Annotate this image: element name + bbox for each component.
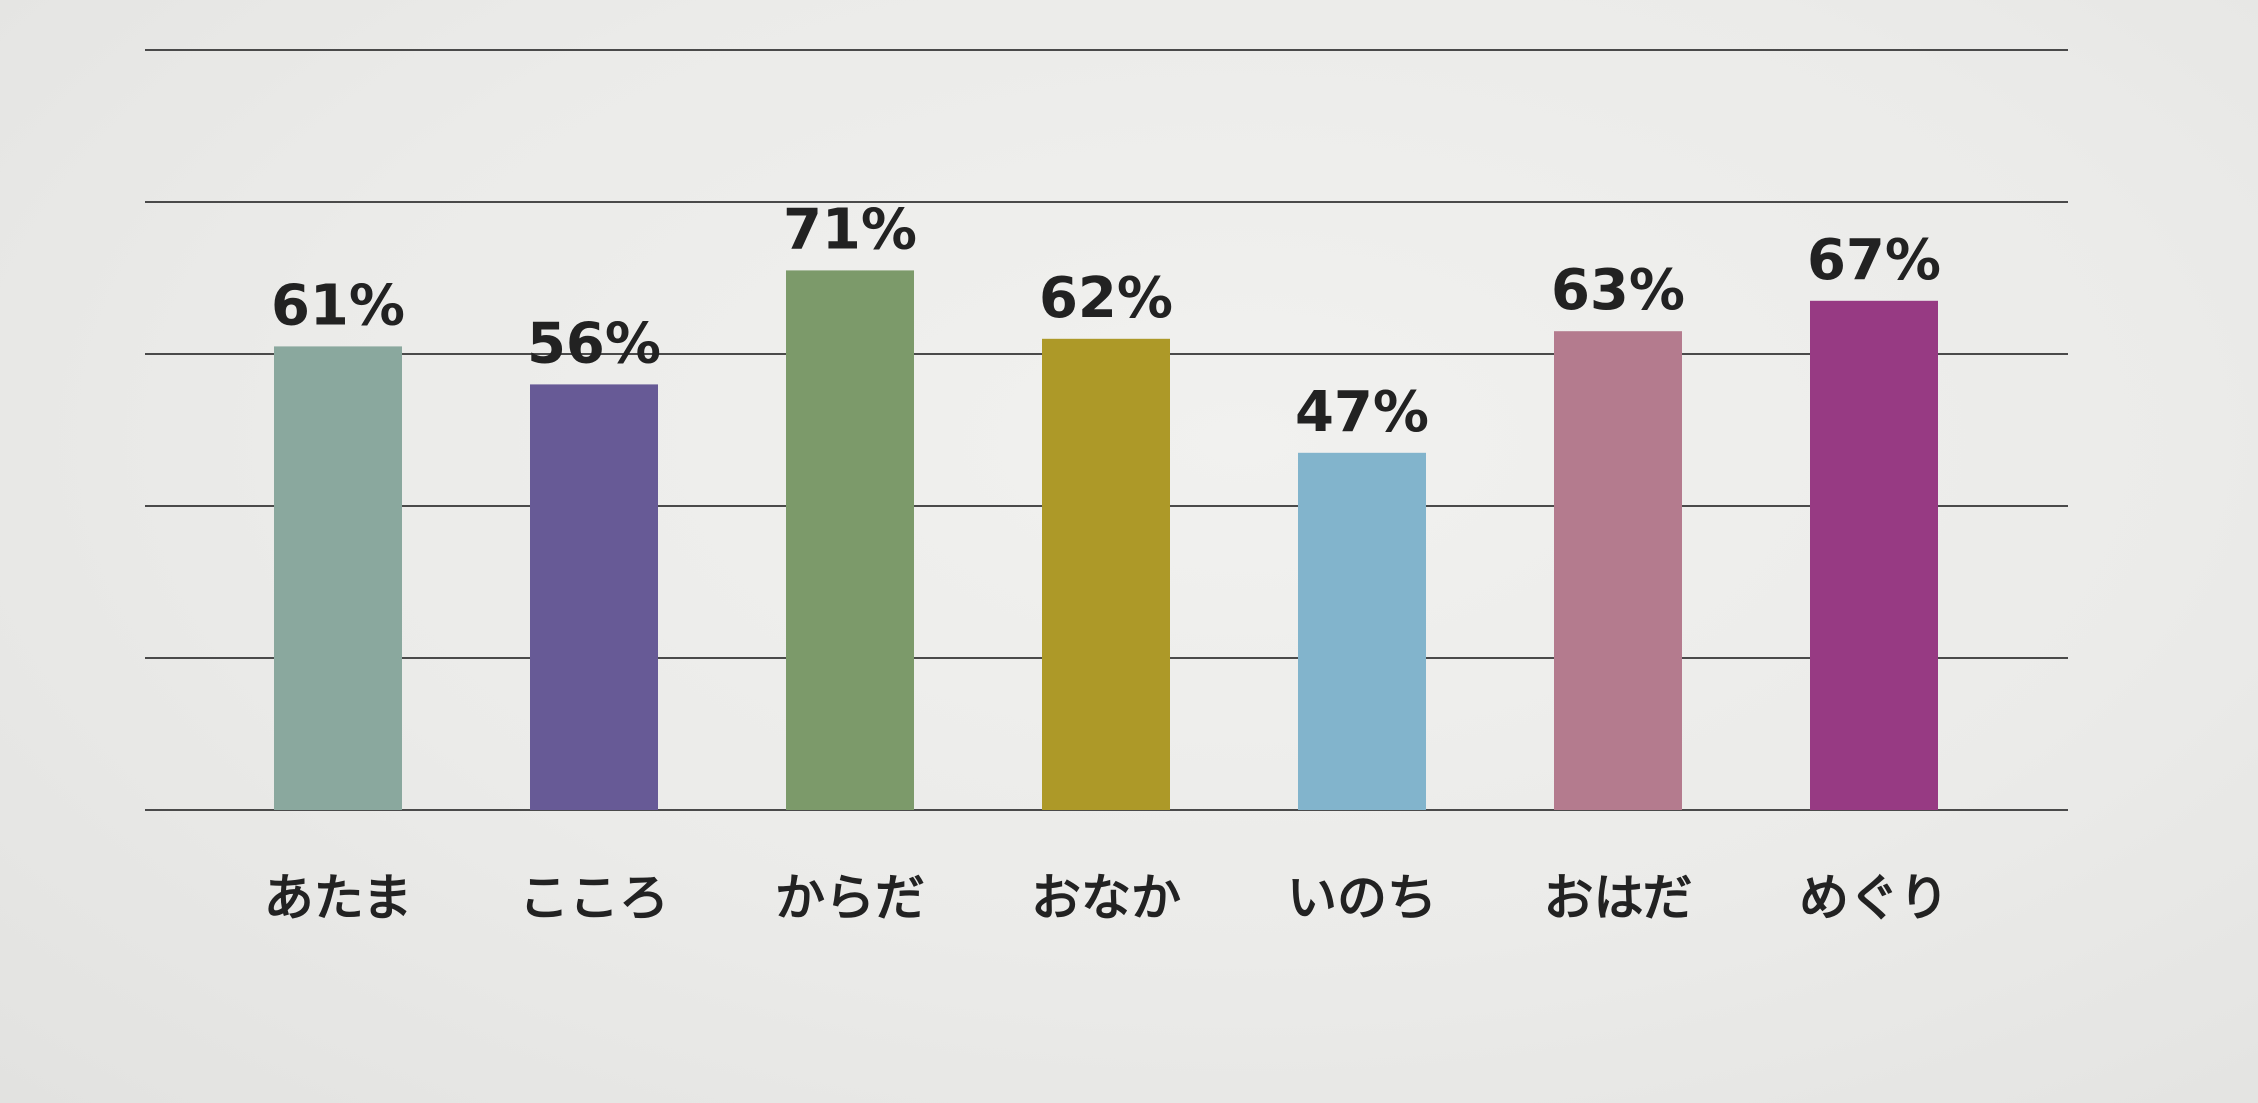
value-label-6: 63%	[1551, 258, 1685, 323]
category-label-6: おはだ	[1544, 869, 1693, 927]
bar-2	[530, 384, 658, 810]
bar-5	[1298, 452, 1426, 810]
category-label-5: いのち	[1287, 869, 1437, 927]
value-label-4: 62%	[1039, 266, 1173, 331]
category-labels: あたま こころ からだ おなか いのち おはだ めぐり	[264, 869, 1949, 927]
category-label-3: からだ	[775, 869, 925, 927]
bar-4	[1042, 338, 1170, 810]
value-label-7: 67%	[1807, 228, 1941, 293]
value-label-2: 56%	[527, 311, 661, 376]
value-labels: 61% 56% 71% 62% 47% 63% 67%	[271, 197, 1941, 444]
category-label-2: こころ	[519, 869, 669, 927]
bar-3	[786, 270, 914, 810]
bars	[274, 270, 1938, 810]
category-label-4: おなか	[1031, 869, 1181, 927]
bar-7	[1810, 300, 1938, 810]
category-label-7: めぐり	[1799, 869, 1949, 927]
value-label-3: 71%	[783, 197, 917, 262]
bar-6	[1554, 331, 1682, 810]
bar-1	[274, 346, 402, 810]
category-label-1: あたま	[264, 869, 413, 927]
value-label-5: 47%	[1295, 380, 1429, 445]
value-label-1: 61%	[271, 273, 405, 338]
